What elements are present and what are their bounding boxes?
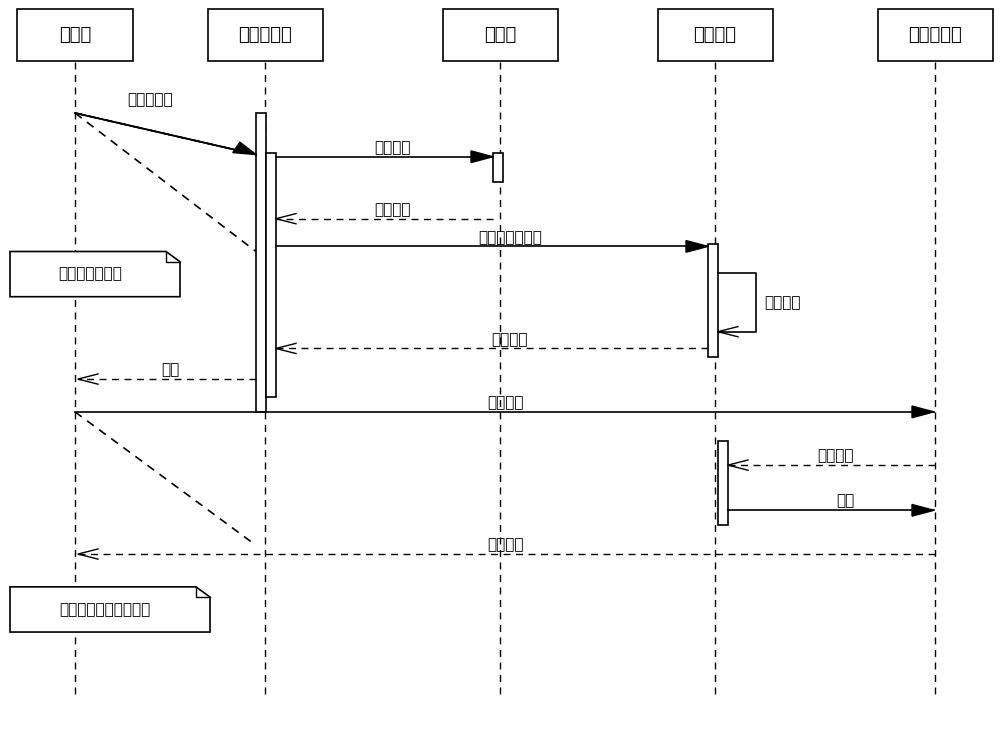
Bar bbox=[493, 153, 503, 182]
Text: 返回数据: 返回数据 bbox=[374, 203, 411, 217]
Text: 主控机: 主控机 bbox=[59, 26, 91, 44]
Text: 返回信息: 返回信息 bbox=[492, 332, 528, 347]
Text: 读取数据: 读取数据 bbox=[374, 141, 411, 155]
Text: 单台缓存初始化: 单台缓存初始化 bbox=[58, 267, 122, 281]
Text: 缓存更新: 缓存更新 bbox=[487, 395, 523, 410]
Polygon shape bbox=[912, 406, 934, 418]
Text: 返回信息: 返回信息 bbox=[487, 537, 523, 552]
Polygon shape bbox=[912, 504, 934, 516]
Bar bbox=[17, 9, 132, 61]
Polygon shape bbox=[233, 142, 256, 155]
Bar bbox=[658, 9, 772, 61]
Text: 集群缓存数据信息加载: 集群缓存数据信息加载 bbox=[59, 602, 151, 617]
Bar bbox=[878, 9, 993, 61]
Text: 返回: 返回 bbox=[161, 362, 179, 377]
Bar bbox=[208, 9, 322, 61]
Text: 缓存初始化: 缓存初始化 bbox=[127, 93, 173, 107]
Text: 缓存系统: 缓存系统 bbox=[694, 26, 736, 44]
Bar bbox=[708, 244, 718, 357]
Polygon shape bbox=[10, 587, 210, 632]
Bar bbox=[442, 9, 558, 61]
Bar bbox=[256, 113, 266, 412]
Text: 数据库: 数据库 bbox=[484, 26, 516, 44]
Text: 缓存数据: 缓存数据 bbox=[764, 295, 800, 310]
Bar bbox=[266, 153, 276, 397]
Text: 加载缓存: 加载缓存 bbox=[817, 448, 853, 463]
Polygon shape bbox=[471, 151, 493, 163]
Text: 第二服务器: 第二服务器 bbox=[908, 26, 962, 44]
Text: 第一服务器: 第一服务器 bbox=[238, 26, 292, 44]
Text: 保存数据到系统: 保存数据到系统 bbox=[478, 230, 542, 245]
Polygon shape bbox=[10, 252, 180, 297]
Text: 返回: 返回 bbox=[836, 494, 854, 508]
Polygon shape bbox=[686, 241, 708, 252]
Bar bbox=[718, 441, 728, 525]
